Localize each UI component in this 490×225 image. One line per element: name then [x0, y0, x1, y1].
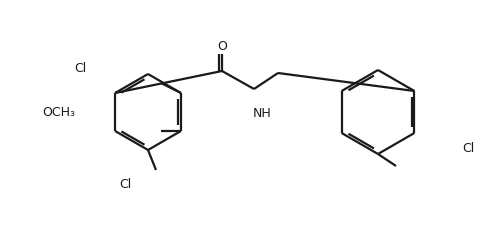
Text: OCH₃: OCH₃ [42, 106, 75, 119]
Text: Cl: Cl [119, 177, 131, 190]
Text: O: O [217, 40, 227, 53]
Text: NH: NH [253, 106, 272, 119]
Text: Cl: Cl [74, 61, 86, 74]
Text: Cl: Cl [462, 141, 474, 154]
